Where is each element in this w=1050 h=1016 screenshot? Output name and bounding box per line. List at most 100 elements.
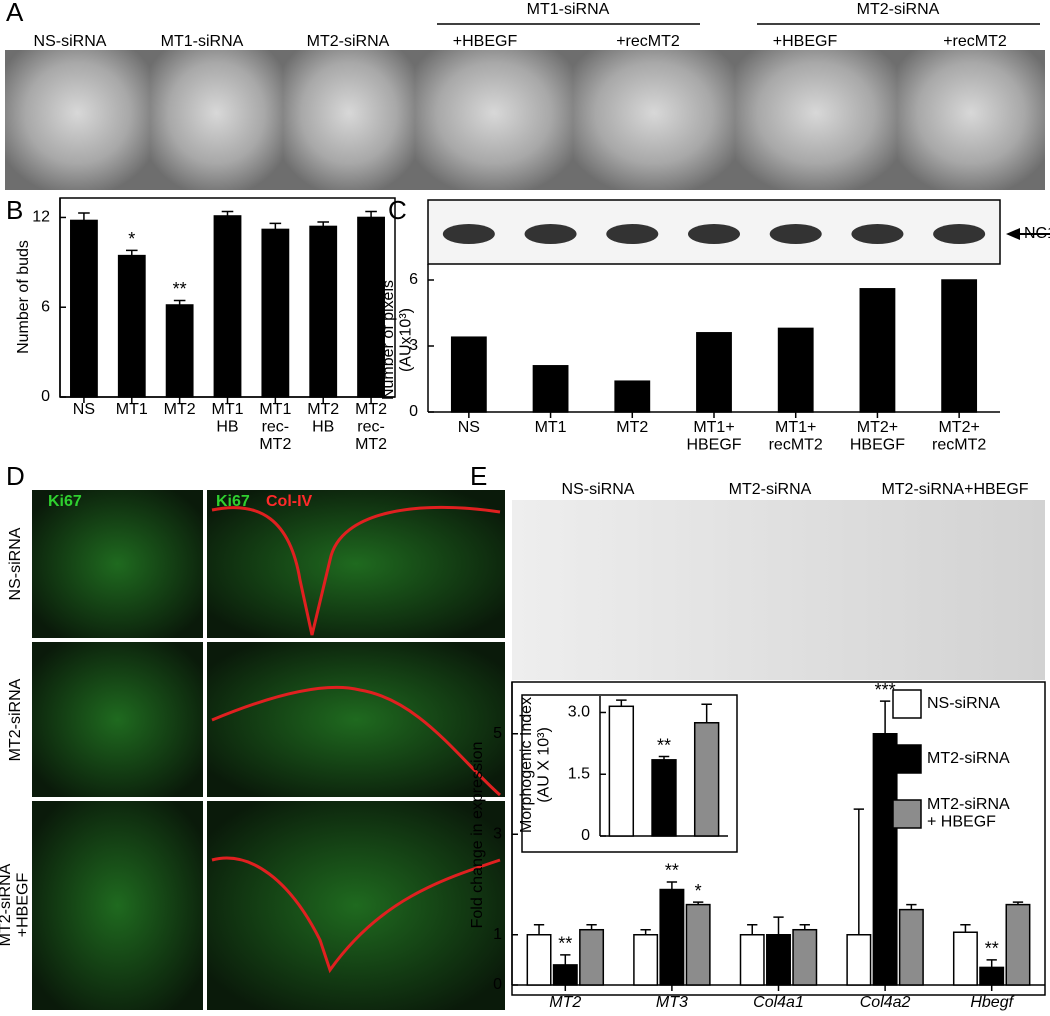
error-bar <box>799 923 810 930</box>
blot-band <box>769 224 822 244</box>
error-bar <box>986 959 997 968</box>
blot-band <box>933 224 986 244</box>
x-tick-label: MT2 rec-MT2 <box>355 401 387 453</box>
x-tick-label: MT1 HB <box>212 401 244 436</box>
x-tick-label: Hbegf <box>970 994 1014 1011</box>
x-tick-label: Col4a1 <box>753 994 804 1011</box>
image-label: MT2-siRNA <box>307 33 390 50</box>
image-label: MT2-siRNA <box>729 481 812 498</box>
legend-label: MT2-siRNA + HBEGF <box>927 796 1010 831</box>
y-tick-label: 0 <box>41 388 50 405</box>
image-label: +recMT2 <box>616 33 680 50</box>
image <box>415 50 573 190</box>
x-tick-label: Col4a2 <box>860 994 911 1011</box>
image <box>150 50 283 190</box>
error-bar <box>693 901 704 905</box>
error-bar <box>173 299 186 305</box>
y-tick-label: 0 <box>493 976 502 993</box>
image <box>32 490 203 638</box>
x-tick-label: NS <box>73 401 95 418</box>
y-axis-label: Number of pixels(AUx10³) <box>380 280 415 400</box>
bar <box>532 365 569 413</box>
panel-label: D <box>6 461 25 491</box>
blot-band <box>442 224 495 244</box>
image <box>512 500 1045 680</box>
image-label: NS-siRNA <box>34 33 107 50</box>
image <box>207 490 505 638</box>
annotation: ** <box>665 861 679 881</box>
arrow-head <box>1006 228 1020 240</box>
group-label: MT1-siRNA <box>527 1 610 18</box>
y-axis-label: Morphogenic Index(AU X 10³) <box>518 697 553 833</box>
error-bar <box>773 916 784 935</box>
bar <box>898 908 924 986</box>
image <box>32 801 203 1010</box>
error-bar <box>747 923 758 935</box>
y-tick-label: 0 <box>581 827 590 844</box>
image-label: +recMT2 <box>943 33 1007 50</box>
image <box>32 642 203 797</box>
y-tick-label: 5 <box>493 725 502 742</box>
error-bar <box>853 808 864 935</box>
bar <box>846 934 872 986</box>
error-bar <box>658 755 670 760</box>
bar <box>633 934 659 986</box>
image-label: +HBEGF <box>773 33 838 50</box>
error-bar <box>269 222 282 230</box>
y-tick-label: 12 <box>32 209 50 226</box>
x-tick-label: MT2 <box>616 419 648 436</box>
bar <box>941 279 978 413</box>
bar <box>685 903 711 986</box>
group-label: MT2-siRNA <box>857 1 940 18</box>
annotation: ** <box>558 934 572 954</box>
error-bar <box>317 221 330 227</box>
image-label: +HBEGF <box>453 33 518 50</box>
x-tick-label: MT2+ recMT2 <box>932 419 986 454</box>
bar <box>777 327 814 413</box>
image <box>207 642 505 797</box>
bar <box>979 966 1005 986</box>
y-axis-label: Number of buds <box>15 240 32 354</box>
error-bar <box>125 249 138 256</box>
blot-band <box>851 224 904 244</box>
bar <box>213 215 242 398</box>
annotation: ** <box>985 939 999 959</box>
error-bar <box>960 923 971 933</box>
x-tick-label: MT2 <box>549 994 581 1011</box>
error-bar <box>78 212 90 221</box>
image <box>283 50 415 190</box>
bar <box>357 216 385 398</box>
error-bar <box>879 700 891 734</box>
panel-a-images <box>5 50 1045 190</box>
bar <box>1005 903 1031 986</box>
legend-swatch <box>892 799 922 829</box>
error-bar <box>1012 901 1024 905</box>
x-tick-label: MT1 <box>535 419 567 436</box>
error-bar <box>906 903 917 910</box>
error-bar <box>666 881 678 890</box>
y-tick-label: 6 <box>409 271 418 288</box>
image <box>207 801 505 1010</box>
image <box>735 50 897 190</box>
y-tick-label: 6 <box>41 298 50 315</box>
panel-label: A <box>6 0 24 27</box>
bar <box>608 705 635 837</box>
error-bar <box>640 928 651 935</box>
panel-d-images <box>32 490 505 1010</box>
channel-label: Ki67 <box>216 493 250 510</box>
error-bar <box>560 954 571 965</box>
x-tick-label: MT1+ recMT2 <box>769 419 823 454</box>
error-bar <box>221 210 234 216</box>
error-bar <box>616 699 627 707</box>
blot-band <box>606 224 659 244</box>
annotation: *** <box>875 680 896 700</box>
bar <box>552 964 578 986</box>
bar <box>526 934 552 986</box>
x-tick-label: NS <box>458 419 480 436</box>
row-label: MT2-siRNA+HBEGF <box>0 863 32 946</box>
annotation: ** <box>173 279 187 299</box>
x-tick-label: MT2+ HBEGF <box>850 419 905 454</box>
legend-swatch <box>892 689 922 719</box>
x-tick-label: MT1 <box>116 401 148 418</box>
